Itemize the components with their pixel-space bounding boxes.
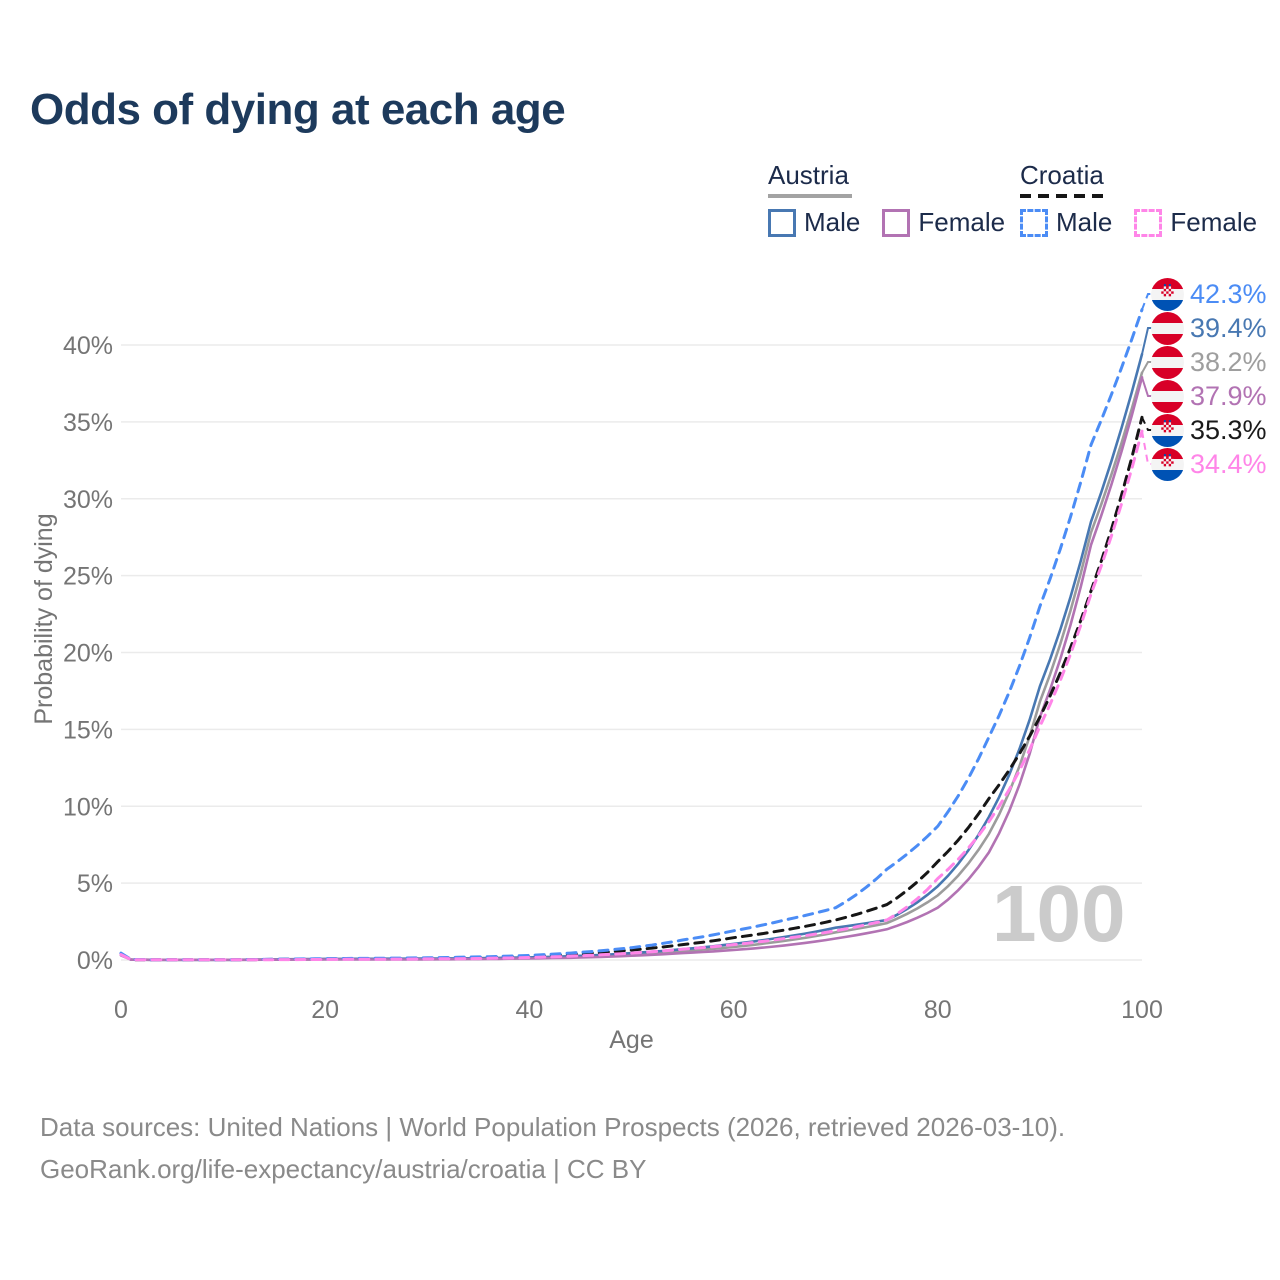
series-line-austria_male (119, 352, 1144, 962)
x-tick-20: 20 (311, 996, 339, 1024)
croatia-flag-icon (1151, 447, 1184, 481)
series-line-croatia_male (119, 308, 1144, 962)
page-title: Odds of dying at each age (30, 85, 566, 134)
end-label-value-croatia_male: 42.3% (1190, 278, 1267, 309)
end-label-value-croatia_female: 34.4% (1190, 448, 1267, 479)
end-label-value-austria_male: 39.4% (1190, 312, 1267, 343)
croatia-flag-icon (1151, 413, 1184, 447)
legend-swatch-austria-male (768, 208, 796, 237)
austria-flag-icon (1151, 311, 1184, 345)
legend-croatia-title: Croatia (1020, 160, 1104, 190)
end-label-value-austria_female: 37.9% (1190, 380, 1267, 411)
legend-austria-row: Male Female (768, 207, 1027, 238)
legend-swatch-croatia-male (1020, 208, 1048, 237)
legend-label-austria-male: Male (804, 207, 861, 237)
end-label-croatia_female: 34.4% (1151, 447, 1267, 481)
series-line-croatia_both (119, 415, 1144, 962)
end-label-croatia_male: 42.3% (1151, 277, 1267, 311)
legend-austria-title: Austria (768, 160, 849, 190)
end-label-austria_both: 38.2% (1151, 345, 1267, 379)
footer: Data sources: United Nations | World Pop… (40, 1106, 1065, 1190)
y-tick-35%: 35% (63, 409, 113, 437)
y-tick-15%: 15% (63, 716, 113, 744)
legend-group-croatia: Croatia Male Female (1020, 160, 1279, 238)
legend-austria-solid-line-key (768, 194, 852, 198)
austria-flag-icon (1151, 345, 1184, 379)
croatia-flag-icon (1151, 277, 1184, 311)
series-line-austria_both (119, 371, 1144, 962)
austria-flag-icon (1151, 379, 1184, 413)
footer-attribution: GeoRank.org/life-expectancy/austria/croa… (40, 1154, 647, 1184)
y-tick-10%: 10% (63, 793, 113, 821)
series-line-austria_female (119, 376, 1144, 962)
x-tick-80: 80 (924, 996, 952, 1024)
leader-line-croatia_male (1141, 293, 1155, 310)
y-tick-25%: 25% (63, 563, 113, 591)
legend-swatch-croatia-female (1134, 208, 1163, 237)
series-line-croatia_female (119, 429, 1144, 962)
age-counter-watermark: 100 (992, 869, 1126, 958)
x-axis-title: Age (609, 1026, 654, 1054)
y-axis-title: Probability of dying (30, 513, 58, 725)
end-label-croatia_both: 35.3% (1151, 413, 1267, 447)
y-tick-40%: 40% (63, 332, 113, 360)
y-tick-20%: 20% (63, 640, 113, 668)
x-tick-100: 100 (1121, 996, 1163, 1024)
y-tick-30%: 30% (63, 486, 113, 514)
footer-data-sources: Data sources: United Nations | World Pop… (40, 1112, 1066, 1142)
x-tick-40: 40 (515, 996, 543, 1024)
legend-label-austria-female: Female (918, 207, 1006, 237)
end-label-value-croatia_both: 35.3% (1190, 414, 1267, 445)
legend-label-croatia-female: Female (1170, 207, 1258, 237)
legend-swatch-austria-female (882, 208, 911, 237)
end-label-austria_female: 37.9% (1151, 379, 1267, 413)
legend-group-austria: Austria Male Female (768, 160, 1027, 238)
legend-label-croatia-male: Male (1056, 207, 1113, 237)
y-tick-0%: 0% (77, 947, 113, 975)
legend-croatia-dashed-line-key (1020, 194, 1104, 198)
legend-croatia-row: Male Female (1020, 207, 1279, 238)
end-label-austria_male: 39.4% (1151, 311, 1267, 345)
x-tick-0: 0 (114, 996, 128, 1024)
end-label-value-austria_both: 38.2% (1190, 346, 1267, 377)
x-tick-60: 60 (720, 996, 748, 1024)
y-tick-5%: 5% (77, 870, 113, 898)
